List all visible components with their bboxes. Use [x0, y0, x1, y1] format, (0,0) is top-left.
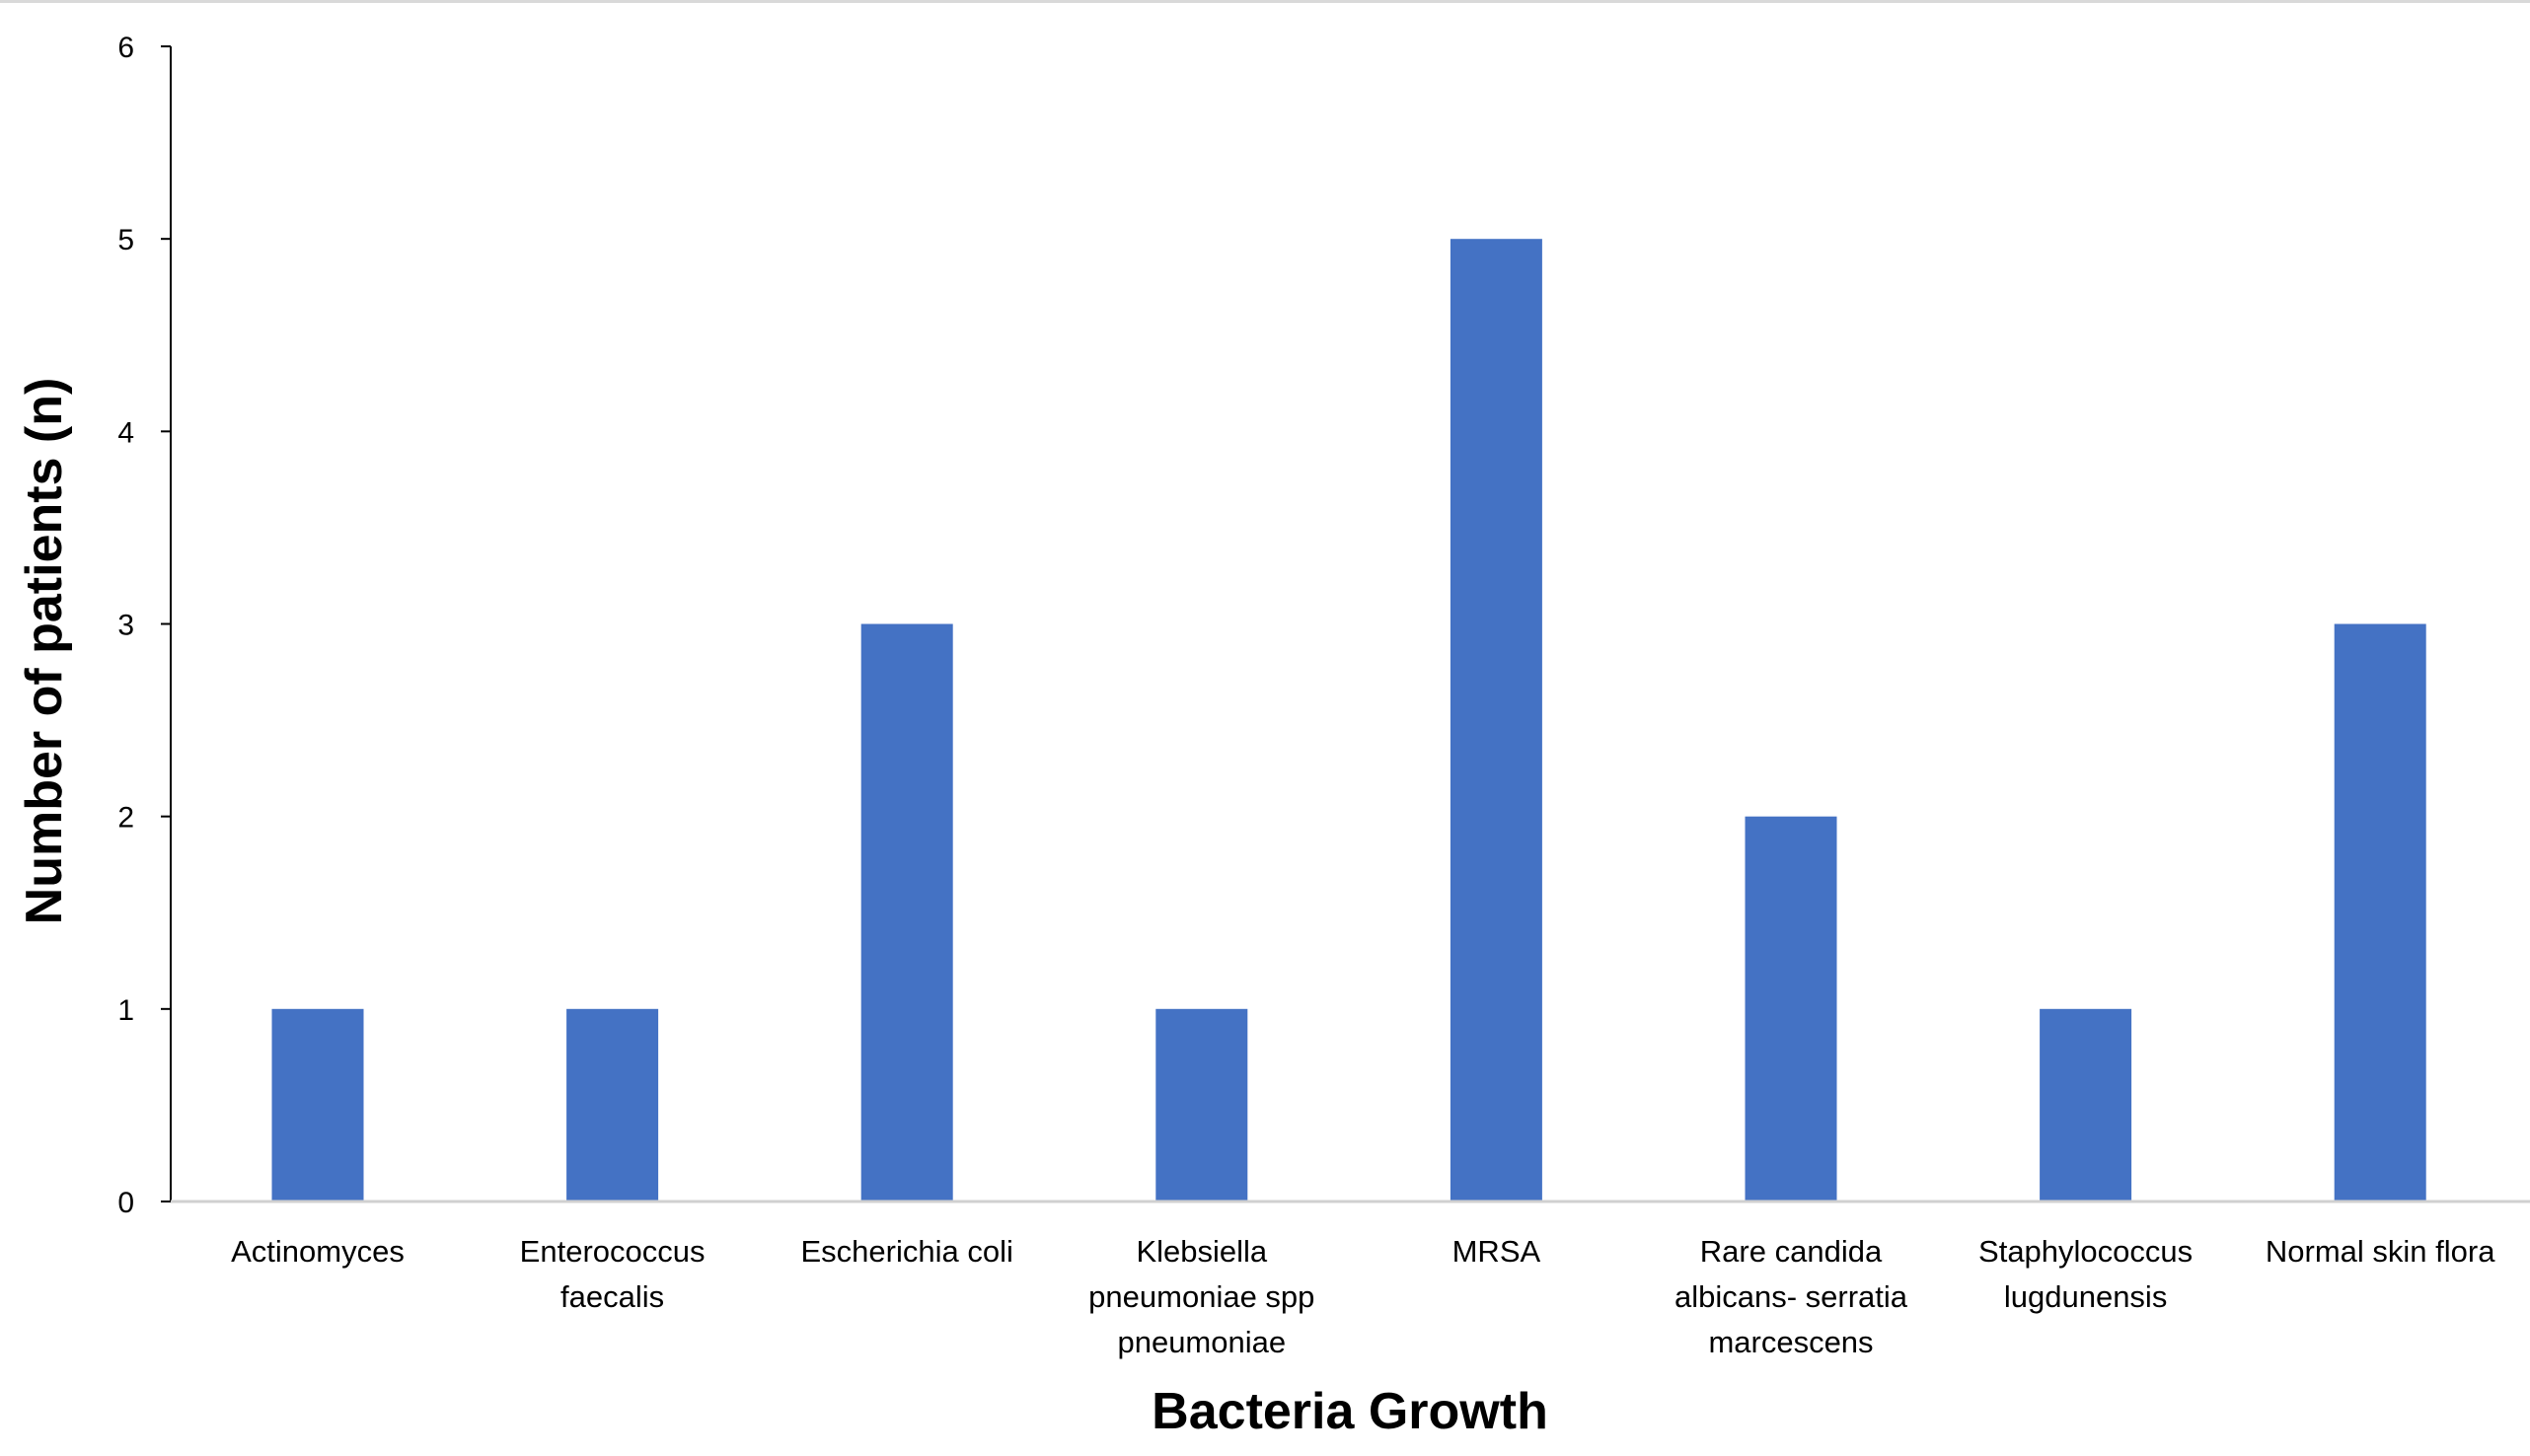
y-tick-label: 1	[117, 994, 134, 1027]
x-category-label: Klebsiella pneumoniae spp pneumoniae	[1088, 1234, 1314, 1359]
x-category-label-line: Normal skin flora	[2266, 1234, 2495, 1269]
x-axis-title: Bacteria Growth	[1152, 1383, 1548, 1440]
x-axis-categories: Actinomyces Enterococcus faecalis Escherich…	[231, 1234, 2495, 1359]
y-tick-label: 2	[117, 802, 134, 835]
bar	[860, 623, 953, 1201]
bar	[1450, 239, 1542, 1201]
y-tick-label: 5	[117, 224, 134, 256]
bars-group	[271, 239, 2426, 1201]
x-category-label-line: Klebsiella	[1136, 1234, 1267, 1269]
x-category-label-line: faecalis	[560, 1279, 664, 1314]
x-category-label: MRSA	[1452, 1234, 1541, 1269]
x-category-label: Rare candida albicans- serratia marcescens	[1674, 1234, 1908, 1359]
bar	[271, 1008, 364, 1201]
bar	[1155, 1008, 1248, 1201]
x-category-label-line: albicans- serratia	[1674, 1279, 1908, 1314]
x-category-label-line: pneumoniae spp	[1088, 1279, 1314, 1314]
x-category-label: Staphylococcus lugdunensis	[1978, 1234, 2193, 1314]
x-category-label: Escherichia coli	[801, 1234, 1013, 1269]
x-category-label: Normal skin flora	[2266, 1234, 2495, 1269]
x-category-label: Enterococcus faecalis	[520, 1234, 706, 1314]
bar	[1745, 816, 1837, 1201]
x-category-label-line: MRSA	[1452, 1234, 1541, 1269]
x-category-label-line: lugdunensis	[2004, 1279, 2167, 1314]
y-tick-label: 4	[117, 416, 134, 449]
x-category-label: Actinomyces	[231, 1234, 405, 1269]
x-category-label-line: Actinomyces	[231, 1234, 405, 1269]
bar	[2334, 623, 2426, 1201]
x-category-label-line: Staphylococcus	[1978, 1234, 2193, 1269]
bar	[2040, 1008, 2132, 1201]
x-category-label-line: marcescens	[1708, 1325, 1873, 1359]
y-axis-ticks: 0 1 2 3 4 5 6	[117, 32, 171, 1219]
y-tick-label: 3	[117, 610, 134, 642]
y-tick-label: 6	[117, 32, 134, 64]
x-category-label-line: pneumoniae	[1117, 1325, 1286, 1359]
y-tick-label: 0	[117, 1187, 134, 1219]
x-category-label-line: Enterococcus	[520, 1234, 706, 1269]
x-category-label-line: Escherichia coli	[801, 1234, 1013, 1269]
x-category-label-line: Rare candida	[1700, 1234, 1883, 1269]
y-axis-title: Number of patients (n)	[16, 378, 73, 925]
bar	[566, 1008, 659, 1201]
